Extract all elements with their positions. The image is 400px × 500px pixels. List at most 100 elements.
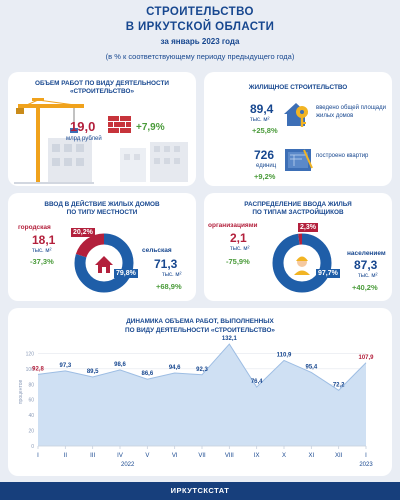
data-label: 97,3 [59,363,71,369]
pop-change: +40,2% [352,283,378,292]
x-tick-label: X [282,453,286,459]
data-label: 92,3 [196,367,208,373]
works-card: ОБЪЕМ РАБОТ ПО ВИДУ ДЕЯТЕЛЬНОСТИ «СТРОИТ… [8,72,196,186]
x-tick-label: I [37,453,39,459]
pop-slice [272,233,332,293]
rural-unit: тыс. м² [162,272,182,278]
pop-label: населением [347,250,386,257]
data-label: 92,8 [32,366,44,372]
dynamics-card: ДИНАМИКА ОБЪЕМА РАБОТ, ВЫПОЛНЕННЫХ ПО ВИ… [8,308,392,476]
data-label: 72,2 [333,382,345,388]
chart-title-2: ПО ВИДУ ДЕЯТЕЛЬНОСТИ «СТРОИТЕЛЬСТВО» [125,327,275,334]
header: СТРОИТЕЛЬСТВО В ИРКУТСКОЙ ОБЛАСТИ за янв… [0,0,400,70]
urban-unit: тыс. м² [32,248,52,254]
housing-flats-label: построено квартир [316,153,369,159]
house-icon [95,256,113,273]
housing-flats-unit: единиц [256,163,277,169]
housing-area-label: введено общей площади жилых домов [316,105,386,119]
rural-value: 71,3 [154,257,178,271]
developers-title: РАСПРЕДЕЛЕНИЕ ВВОДА ЖИЛЬЯ [244,201,352,208]
pop-value: 87,3 [354,258,378,272]
data-label: 98,6 [114,362,126,368]
area-type-title-2: ПО ТИПУ МЕСТНОСТИ [66,209,138,216]
housing-card-title: ЖИЛИЩНОЕ СТРОИТЕЛЬСТВО [248,84,348,91]
x-tick-label: VII [198,453,206,459]
period-label: за январь 2023 года [160,37,240,46]
housing-flats-change: +9,2% [254,172,276,181]
y-tick-label: 0 [31,444,34,450]
pop-unit: тыс. м² [358,273,378,279]
page-title-region: В ИРКУТСКОЙ ОБЛАСТИ [125,21,275,33]
data-label: 132,1 [222,336,238,342]
works-change: +7,9% [136,122,165,133]
urban-change: -37,3% [30,257,54,266]
footer: ИРКУТСКСТАТ [0,482,400,500]
developers-card: РАСПРЕДЕЛЕНИЕ ВВОДА ЖИЛЬЯ ПО ТИПАМ ЗАСТР… [204,193,392,301]
housing-area-unit: тыс. м² [250,117,270,123]
year-label-2023: 2023 [359,462,373,468]
rural-slice [74,233,134,293]
works-card-title-2: «СТРОИТЕЛЬСТВО» [69,88,135,95]
y-tick-label: 20 [28,429,34,435]
org-value: 2,1 [230,231,247,245]
page-title: СТРОИТЕЛЬСТВО [146,6,254,18]
urban-label: городская [18,224,51,231]
works-unit: млрд рублей [66,136,102,142]
data-label: 107,9 [358,355,374,361]
building-sketch-icon [120,142,188,182]
urban-value: 18,1 [32,233,56,247]
x-tick-label: II [64,453,68,459]
x-tick-label: XII [335,453,343,459]
footer-brand: ИРКУТСКСТАТ [170,486,230,495]
rural-share: 79,8% [114,269,138,278]
data-label: 94,6 [169,365,181,371]
area-type-card: ВВОД В ДЕЙСТВИЕ ЖИЛЫХ ДОМОВ ПО ТИПУ МЕСТ… [8,193,196,301]
housing-flats-value: 726 [254,148,275,162]
y-tick-label: 120 [26,351,35,357]
data-label: 86,6 [141,371,153,377]
area-line [37,343,367,391]
x-tick-label: VIII [225,453,234,459]
data-label: 89,5 [87,369,99,375]
x-tick-label: V [145,453,149,459]
area-fill [38,344,366,446]
rural-label: сельская [142,247,172,254]
chart-title: ДИНАМИКА ОБЪЕМА РАБОТ, ВЫПОЛНЕННЫХ [126,318,274,325]
x-tick-label: IV [117,453,123,459]
dynamics-chart: 0 20 40 60 80 100 120 процентов 92,8 I 97,3 II 89,5 I… [18,336,374,468]
org-share: 2,3% [298,223,318,232]
works-card-title: ОБЪЕМ РАБОТ ПО ВИДУ ДЕЯТЕЛЬНОСТИ [35,80,169,87]
x-tick-label: IX [254,453,260,459]
works-value: 19,0 [70,119,96,134]
housing-area-change: +25,8% [252,126,278,135]
housing-area-value: 89,4 [250,102,274,116]
org-label: организациями [208,222,258,229]
area-type-donut [74,233,134,293]
org-unit: тыс. м² [230,246,250,252]
developers-donut [272,233,332,293]
data-label: 95,4 [305,364,317,370]
x-tick-label: XI [308,453,314,459]
x-tick-label: III [90,453,95,459]
y-axis-label: процентов [18,380,24,405]
housing-card: ЖИЛИЩНОЕ СТРОИТЕЛЬСТВО 89,4 тыс. м² +25,… [204,72,392,186]
bricks-icon [108,116,131,133]
x-tick-label: I [365,453,367,459]
year-label-2022: 2022 [121,462,135,468]
rural-change: +68,9% [156,282,182,291]
page-subtitle: (в % к соответствующему периоду предыдущ… [105,52,295,61]
org-change: -75,9% [226,257,250,266]
x-tick-label: VI [172,453,178,459]
y-tick-label: 100 [26,367,35,373]
area-type-title: ВВОД В ДЕЙСТВИЕ ЖИЛЫХ ДОМОВ [44,201,160,208]
developers-title-2: ПО ТИПАМ ЗАСТРОЙЩИКОВ [252,209,344,216]
data-label: 110,9 [277,352,292,358]
y-tick-label: 60 [28,398,34,404]
data-label: 76,4 [251,379,263,385]
pop-share: 97,7% [316,269,340,278]
y-tick-label: 80 [28,382,34,388]
house-key-icon [284,103,308,127]
urban-share: 20,2% [71,228,95,237]
crane-icon [14,98,94,184]
y-tick-label: 40 [28,413,34,419]
